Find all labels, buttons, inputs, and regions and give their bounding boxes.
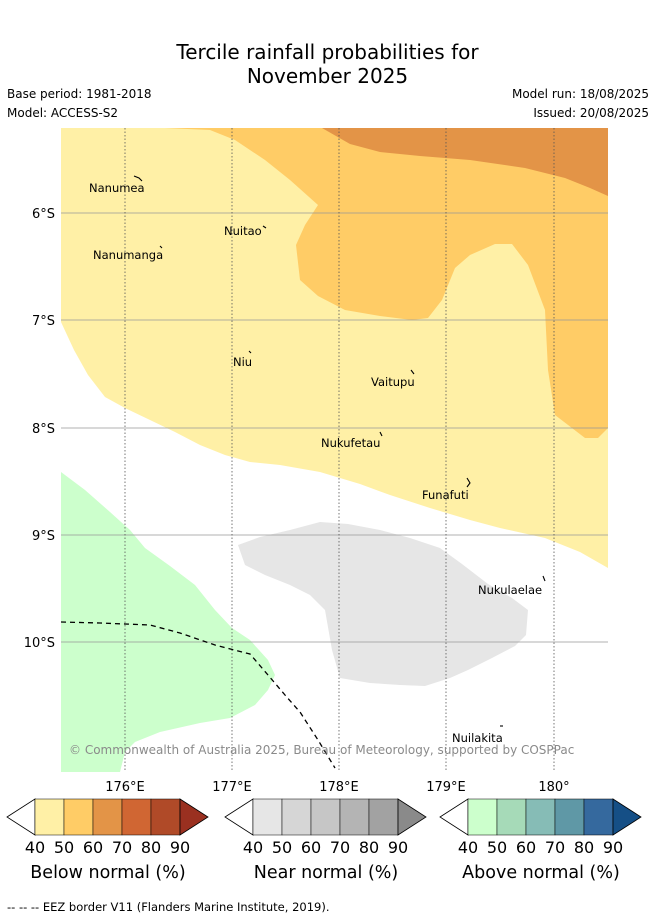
colorbar-near-tick-label: 80 [359, 838, 379, 857]
colorbar-below-tick-label: 60 [83, 838, 103, 857]
colorbar-above-segment [583, 798, 614, 836]
colorbar-label-near: Near normal (%) [253, 863, 399, 883]
place-label-niu: Niu [233, 355, 252, 369]
colorbar-near-segment [339, 798, 370, 836]
above-normal-40-50-region [61, 472, 275, 772]
longitude-gridlines [124, 128, 555, 772]
colorbar-near-tick-label: 70 [330, 838, 350, 857]
map-title: Tercile rainfall probabilities for Novem… [0, 40, 655, 88]
base-period: Base period: 1981-2018 [7, 87, 152, 101]
place-label-nuitao: Nuitao [224, 224, 262, 238]
place-label-nanumea: Nanumea [89, 181, 145, 195]
colorbar-above-segment [467, 798, 498, 836]
lon-label-178e: 178°E [319, 780, 359, 795]
colorbar-near-segment [310, 798, 341, 836]
colorbar-below-tick-label: 40 [25, 838, 45, 857]
model-name: Model: ACCESS-S2 [7, 106, 119, 120]
lon-label-176e: 176°E [105, 780, 145, 795]
lon-label-180: 180° [538, 780, 569, 795]
colorbar-near-tick-label: 90 [388, 838, 408, 857]
colorbar-near-tick-label: 40 [243, 838, 263, 857]
issued-date: Issued: 20/08/2025 [533, 106, 649, 120]
longitude-labels: 176°E 177°E 178°E 179°E 180° [105, 780, 569, 795]
latitude-labels: 6°S 7°S 8°S 9°S 10°S [24, 207, 55, 651]
latitude-gridlines [61, 212, 608, 643]
colorbar-label-below: Below normal (%) [30, 863, 186, 883]
colorbar-near-segment [281, 798, 312, 836]
place-label-nukufetau: Nukufetau [321, 436, 380, 450]
colorbar-below-tick-label: 70 [112, 838, 132, 857]
place-label-funafuti: Funafuti [422, 488, 469, 502]
lat-label-8s: 8°S [32, 422, 55, 437]
colorbar-above-min-triangle [439, 798, 469, 836]
lon-label-179e: 179°E [426, 780, 466, 795]
colorbar-label-above: Above normal (%) [462, 863, 620, 883]
colorbar-above-segment [496, 798, 527, 836]
colorbar-near-max-triangle [397, 798, 427, 836]
place-label-nanumanga: Nanumanga [93, 248, 163, 262]
colorbar-above-segment [554, 798, 585, 836]
colorbar-near-segment [368, 798, 399, 836]
eez-legend-footer: -- -- -- EEZ border V11 (Flanders Marine… [7, 900, 330, 914]
map-plot-area [61, 128, 608, 772]
colorbar-near-segment [252, 798, 283, 836]
colorbar-above-tick-label: 40 [458, 838, 478, 857]
colorbar-group: 40 50 60 70 80 90 40 50 60 70 80 90 40 50 60 70 80 90 [6, 798, 642, 857]
colorbar-below-segment [150, 798, 181, 836]
island-shapes [133, 175, 546, 727]
colorbar-below-segment [63, 798, 94, 836]
colorbar-below-max-triangle [179, 798, 209, 836]
lat-label-7s: 7°S [32, 314, 55, 329]
lat-label-9s: 9°S [32, 529, 55, 544]
colorbar-near-tick-label: 60 [301, 838, 321, 857]
lat-label-10s: 10°S [24, 636, 55, 651]
colorbar-above-tick-label: 60 [516, 838, 536, 857]
lon-label-177e: 177°E [212, 780, 252, 795]
colorbar-above-tick-label: 80 [574, 838, 594, 857]
colorbar-above-tick-label: 50 [487, 838, 507, 857]
copyright-text: © Commonwealth of Australia 2025, Bureau… [69, 743, 574, 757]
near-normal-40-50-region [238, 522, 528, 686]
model-run: Model run: 18/08/2025 [511, 87, 649, 101]
place-label-nuilakita: Nuilakita [452, 731, 503, 745]
colorbar-below-tick-label: 90 [170, 838, 190, 857]
title-line-2: November 2025 [246, 64, 409, 88]
place-label-vaitupu: Vaitupu [371, 375, 415, 389]
colorbar-below-segment [34, 798, 65, 836]
below-normal-50-60-region [165, 128, 608, 438]
colorbar-below-segment [121, 798, 152, 836]
place-label-nukulaelae: Nukulaelae [478, 583, 542, 597]
colorbar-below-min-triangle [6, 798, 36, 836]
place-labels: Nanumea Nuitao Nanumanga Niu Vaitupu Nuk… [89, 181, 542, 745]
colorbar-above-segment [525, 798, 556, 836]
lat-label-6s: 6°S [32, 207, 55, 222]
colorbar-below-segment [92, 798, 123, 836]
colorbar-below-tick-label: 50 [54, 838, 74, 857]
colorbar-below-tick-label: 80 [141, 838, 161, 857]
colorbar-above-max-triangle [612, 798, 642, 836]
below-normal-60-70-region [322, 128, 608, 196]
colorbar-near-tick-label: 50 [272, 838, 292, 857]
eez-border-line [61, 621, 336, 769]
colorbar-near-min-triangle [224, 798, 254, 836]
colorbar-above-tick-label: 70 [545, 838, 565, 857]
title-line-1: Tercile rainfall probabilities for [176, 40, 479, 64]
colorbar-above-tick-label: 90 [603, 838, 623, 857]
